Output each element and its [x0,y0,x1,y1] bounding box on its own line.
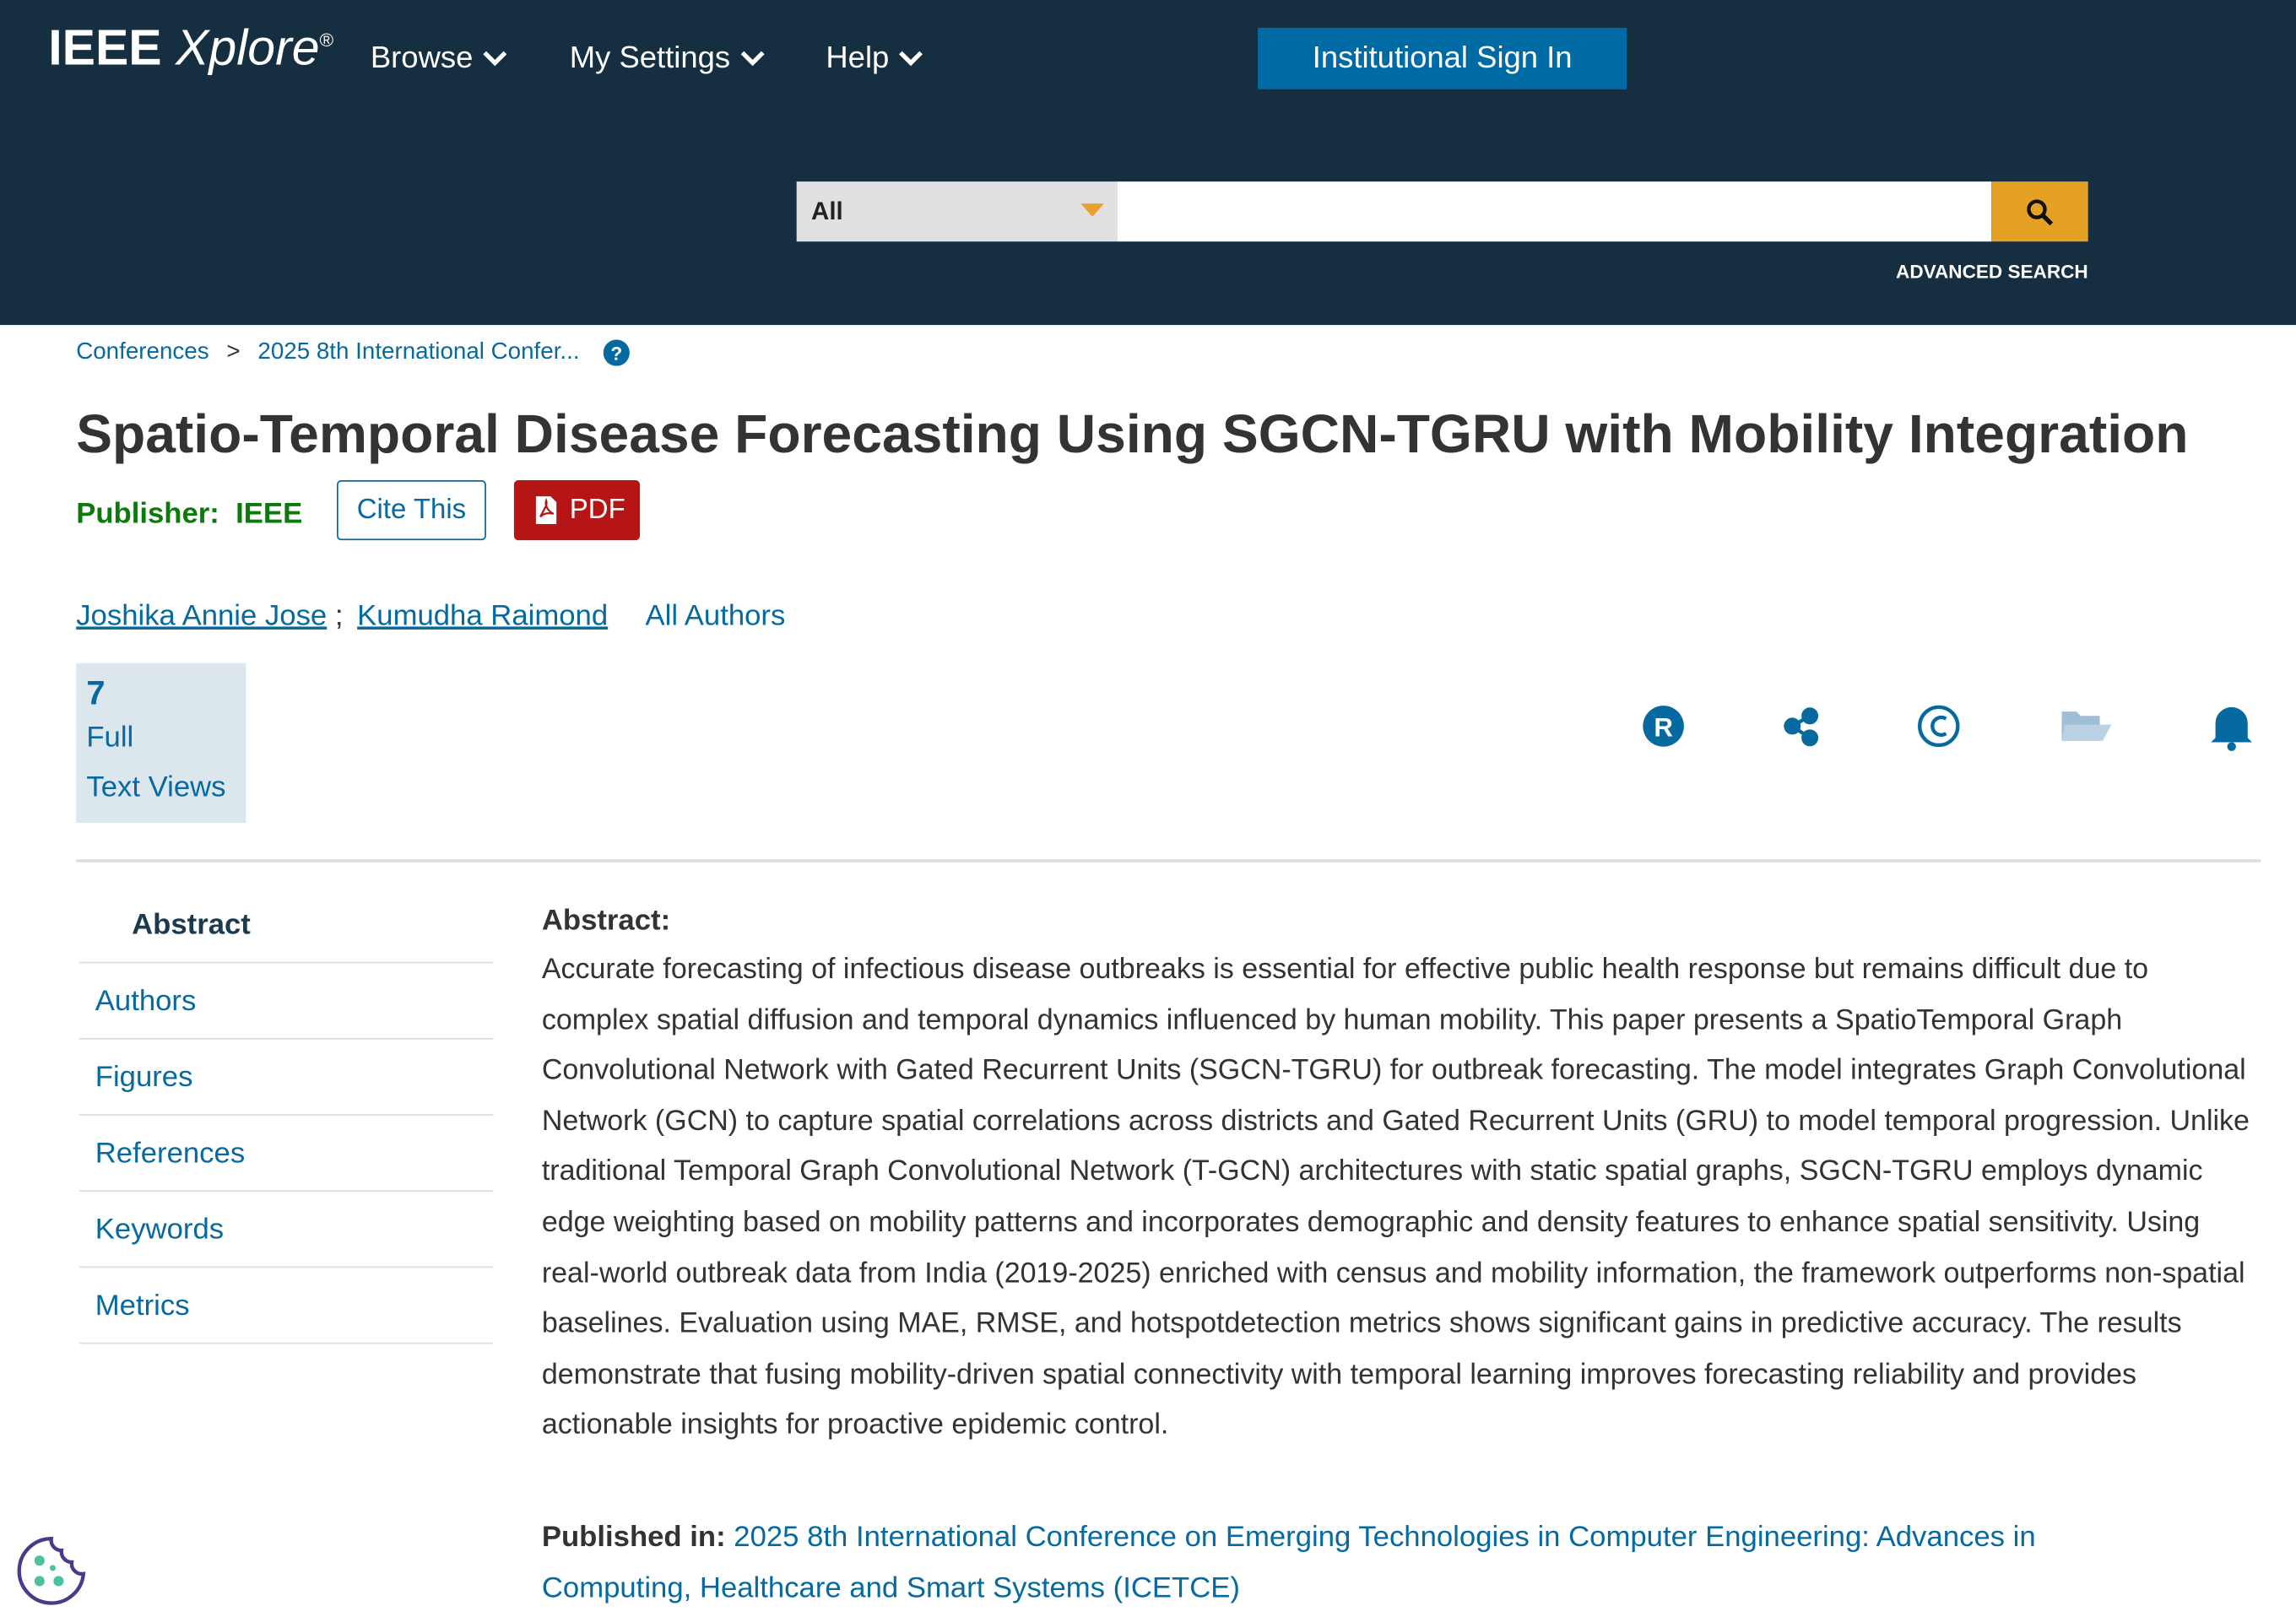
nav-label: Browse [370,41,474,75]
publisher-label: Publisher: [76,497,219,530]
chevron [899,51,923,67]
sidebar-item[interactable]: Authors [79,963,494,1040]
logo-text: Xplore [176,20,320,77]
advanced-search[interactable]: ADVANCED SEARCH [1896,260,2088,283]
cite-button[interactable]: Cite This [336,479,486,541]
nav-help[interactable]: Help [826,41,924,77]
sidebar-item[interactable]: Keywords [79,1192,494,1268]
share-icon[interactable] [1784,707,1819,747]
breadcrumb-link[interactable]: 2025 8th International Confer... [257,339,580,365]
copyright-icon[interactable] [1918,705,1960,748]
metric-box[interactable]: 7 Full Text Views [76,662,246,823]
abstract-text: Accurate forecasting of infectious disea… [541,953,2250,1441]
author-separator: ; [334,600,344,633]
all-authors[interactable]: All Authors [645,600,786,633]
pdf-button[interactable]: PDF [513,479,641,541]
metric-label: Full [86,722,134,754]
chevron [483,51,507,67]
nav-label: My Settings [569,41,731,75]
logo-text: IEEE [48,20,162,77]
search-icon [2027,199,2054,226]
sign-in-button[interactable]: Institutional Sign In [1258,27,1627,89]
help-icon[interactable]: ? [603,339,630,366]
pdf-icon [535,496,557,525]
sidebar-item[interactable]: References [79,1116,494,1192]
nav-settings[interactable]: My Settings [570,41,766,77]
search-scope[interactable]: All [796,181,1118,242]
author-link[interactable]: Joshika Annie Jose [76,600,328,633]
published-in: Published in: 2025 8th International Con… [542,1512,2152,1614]
divider [76,859,2261,863]
publisher: Publisher: IEEE [76,498,302,532]
alert-icon[interactable] [2211,706,2252,751]
nav-browse[interactable]: Browse [371,41,508,77]
metric-label: Text Views [86,771,226,804]
cookie-button[interactable] [14,1534,88,1608]
scope-label: All [811,197,843,226]
breadcrumb: Conferences > 2025 8th International Con… [76,339,630,366]
author-link[interactable]: Kumudha Raimond [357,600,609,633]
sidebar-item[interactable]: Metrics [79,1268,494,1344]
author-list: Joshika Annie Jose ; Kumudha Raimond All… [76,600,785,634]
breadcrumb-separator: > [226,339,241,365]
logo[interactable]: IEEE Xplore® [48,20,333,78]
rights-icon[interactable]: R [1643,706,1684,747]
nav-label: Help [826,41,890,75]
dropdown-arrow [1080,203,1104,217]
chevron [740,51,765,67]
folder-icon[interactable] [2061,711,2112,741]
published-label: Published in: [541,1521,726,1554]
publisher-value: IEEE [236,497,303,530]
breadcrumb-link[interactable]: Conferences [76,339,209,365]
abstract-heading: Abstract: [541,905,671,938]
sidebar-item[interactable]: Figures [79,1040,494,1116]
header: IEEE Xplore® Browse My Settings Help Ins… [0,0,2296,326]
metric-count: 7 [86,673,106,712]
paper-title: Spatio-Temporal Disease Forecasting Usin… [76,403,2189,464]
search-button[interactable] [1991,181,2088,242]
published-link[interactable]: 2025 8th International Conference on Eme… [541,1521,2036,1604]
pdf-label: PDF [569,495,625,526]
sidebar-item-active[interactable]: Abstract [79,887,494,964]
logo-mark: ® [319,29,334,51]
search-input[interactable] [1117,181,1992,242]
action-icons: R [1643,705,2252,751]
svg-text:R: R [1654,713,1673,743]
svg-text:?: ? [610,343,622,365]
